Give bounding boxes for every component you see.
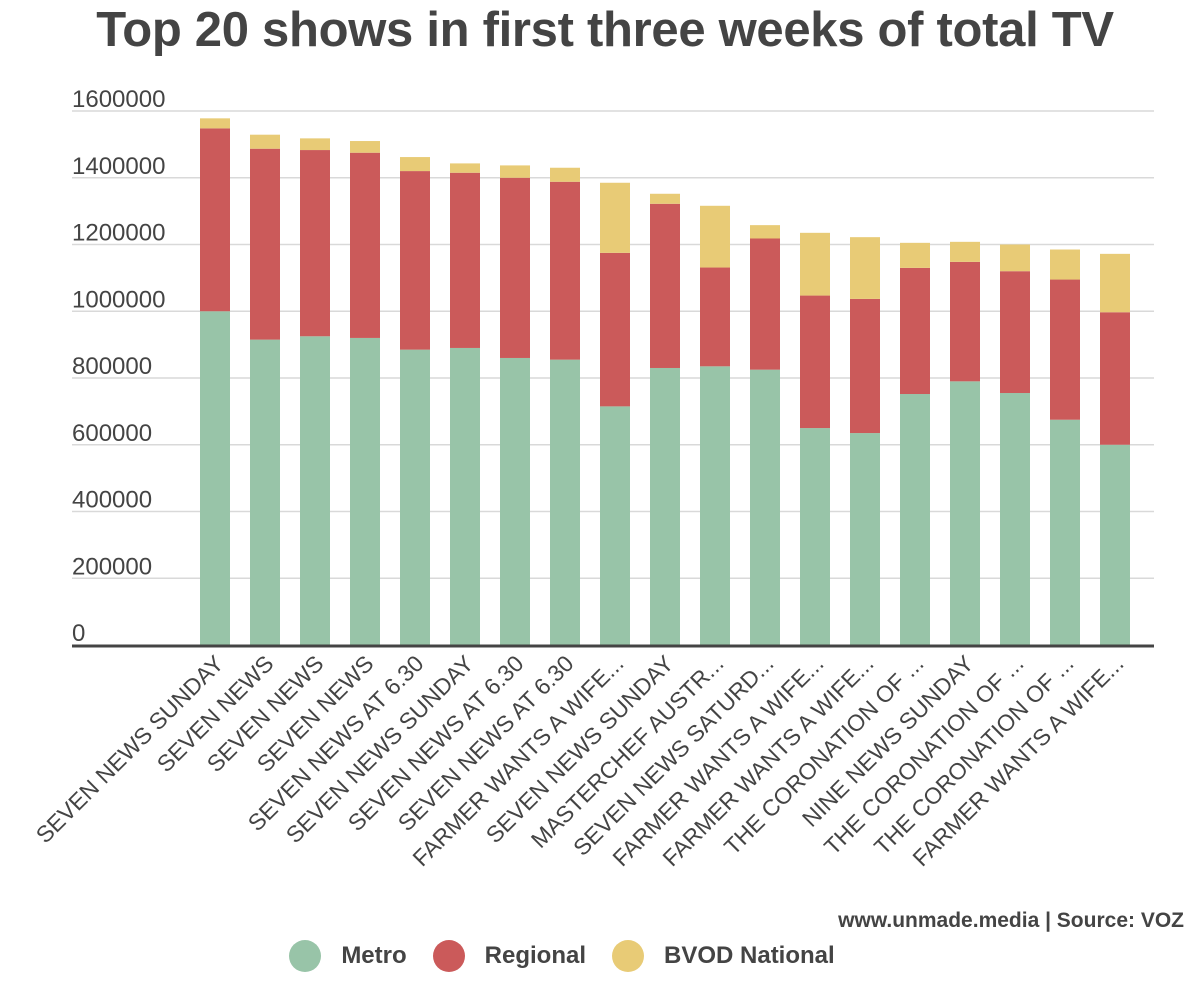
bar-segment-regional bbox=[900, 267, 930, 395]
bar-segment-regional bbox=[400, 171, 430, 350]
bar-segment-bvod-national bbox=[750, 225, 780, 239]
bar-segment-metro bbox=[500, 357, 530, 645]
bar-segment-regional bbox=[700, 267, 730, 367]
legend-item-metro[interactable]: Metro bbox=[289, 940, 407, 972]
bar-segment-regional bbox=[1050, 279, 1080, 420]
bar-segment-bvod-national bbox=[800, 232, 830, 296]
bar-segment-regional bbox=[200, 128, 230, 312]
bar-segment-metro bbox=[1100, 444, 1130, 645]
bar-segment-regional bbox=[950, 261, 980, 382]
y-tick-label: 200000 bbox=[72, 553, 152, 580]
y-tick-label: 1600000 bbox=[72, 86, 165, 113]
source-note: www.unmade.media | Source: VOZ bbox=[838, 909, 1184, 932]
bar-segment-regional bbox=[750, 238, 780, 370]
bar-segment-metro bbox=[900, 394, 930, 645]
bar-segment-regional bbox=[600, 252, 630, 407]
bar-segment-metro bbox=[750, 369, 780, 645]
bar-segment-metro bbox=[1050, 419, 1080, 645]
y-tick-label: 0 bbox=[72, 620, 85, 647]
bar-segment-metro bbox=[800, 428, 830, 645]
y-tick-label: 1200000 bbox=[72, 220, 165, 247]
x-tick-label: SEVEN NEWS SUNDAY bbox=[31, 650, 229, 848]
bar-segment-metro bbox=[600, 406, 630, 645]
bar-segment-regional bbox=[300, 150, 330, 337]
y-tick-label: 800000 bbox=[72, 353, 152, 380]
legend-item-bvod-national[interactable]: BVOD National bbox=[612, 940, 835, 972]
bar-segment-bvod-national bbox=[300, 138, 330, 151]
y-tick-label: 1000000 bbox=[72, 286, 165, 313]
chart-title: Top 20 shows in first three weeks of tot… bbox=[96, 3, 1114, 57]
bar-segment-regional bbox=[450, 172, 480, 348]
bar-segment-bvod-national bbox=[250, 134, 280, 149]
bar-segment-regional bbox=[800, 295, 830, 429]
bar-segment-metro bbox=[1000, 393, 1030, 645]
bar-segment-bvod-national bbox=[550, 167, 580, 182]
bar-segment-bvod-national bbox=[600, 182, 630, 253]
bars bbox=[200, 118, 1130, 645]
bar-segment-bvod-national bbox=[1100, 253, 1130, 313]
bar-segment-regional bbox=[350, 152, 380, 338]
y-axis-tick-labels: 0 200000 400000 600000 800000 1000000 1200000 1… bbox=[72, 86, 165, 647]
bar-segment-regional bbox=[550, 181, 580, 360]
bar-segment-bvod-national bbox=[350, 141, 380, 153]
bar-segment-bvod-national bbox=[200, 118, 230, 129]
legend-swatch-metro bbox=[289, 940, 322, 972]
bar-segment-bvod-national bbox=[400, 157, 430, 172]
bar-segment-metro bbox=[850, 433, 880, 645]
bar-segment-bvod-national bbox=[1000, 244, 1030, 272]
bar-segment-regional bbox=[850, 298, 880, 434]
bar-segment-bvod-national bbox=[650, 193, 680, 204]
bar-segment-regional bbox=[650, 203, 680, 368]
bar-segment-metro bbox=[300, 336, 330, 645]
bar-segment-metro bbox=[550, 359, 580, 645]
bar-segment-bvod-national bbox=[500, 165, 530, 178]
bar-segment-bvod-national bbox=[850, 237, 880, 299]
bar-segment-metro bbox=[450, 347, 480, 645]
bar-segment-regional bbox=[500, 177, 530, 358]
bar-segment-bvod-national bbox=[450, 163, 480, 173]
bar-segment-metro bbox=[950, 381, 980, 645]
bar-segment-metro bbox=[250, 339, 280, 645]
bar-segment-bvod-national bbox=[950, 241, 980, 262]
bar-segment-metro bbox=[700, 366, 730, 645]
bar-segment-regional bbox=[250, 148, 280, 340]
y-tick-label: 400000 bbox=[72, 487, 152, 514]
bar-segment-metro bbox=[200, 311, 230, 645]
legend-label-bvod-national: BVOD National bbox=[664, 942, 835, 969]
bar-segment-metro bbox=[350, 337, 380, 645]
legend-label-regional: Regional bbox=[484, 942, 586, 969]
y-tick-label: 600000 bbox=[72, 420, 152, 447]
bar-segment-regional bbox=[1100, 312, 1130, 445]
bar-segment-regional bbox=[1000, 271, 1030, 394]
legend-swatch-bvod-national bbox=[612, 940, 644, 972]
legend-swatch-regional bbox=[432, 940, 465, 972]
bar-segment-bvod-national bbox=[1050, 249, 1080, 280]
bar-segment-metro bbox=[400, 349, 430, 645]
legend-label-metro: Metro bbox=[341, 942, 407, 969]
legend-item-regional[interactable]: Regional bbox=[432, 940, 586, 972]
bar-segment-metro bbox=[650, 367, 680, 645]
bar-segment-bvod-national bbox=[700, 205, 730, 268]
y-tick-label: 1400000 bbox=[72, 153, 165, 180]
bar-segment-bvod-national bbox=[900, 242, 930, 268]
legend: Metro Regional BVOD National bbox=[0, 940, 1124, 972]
